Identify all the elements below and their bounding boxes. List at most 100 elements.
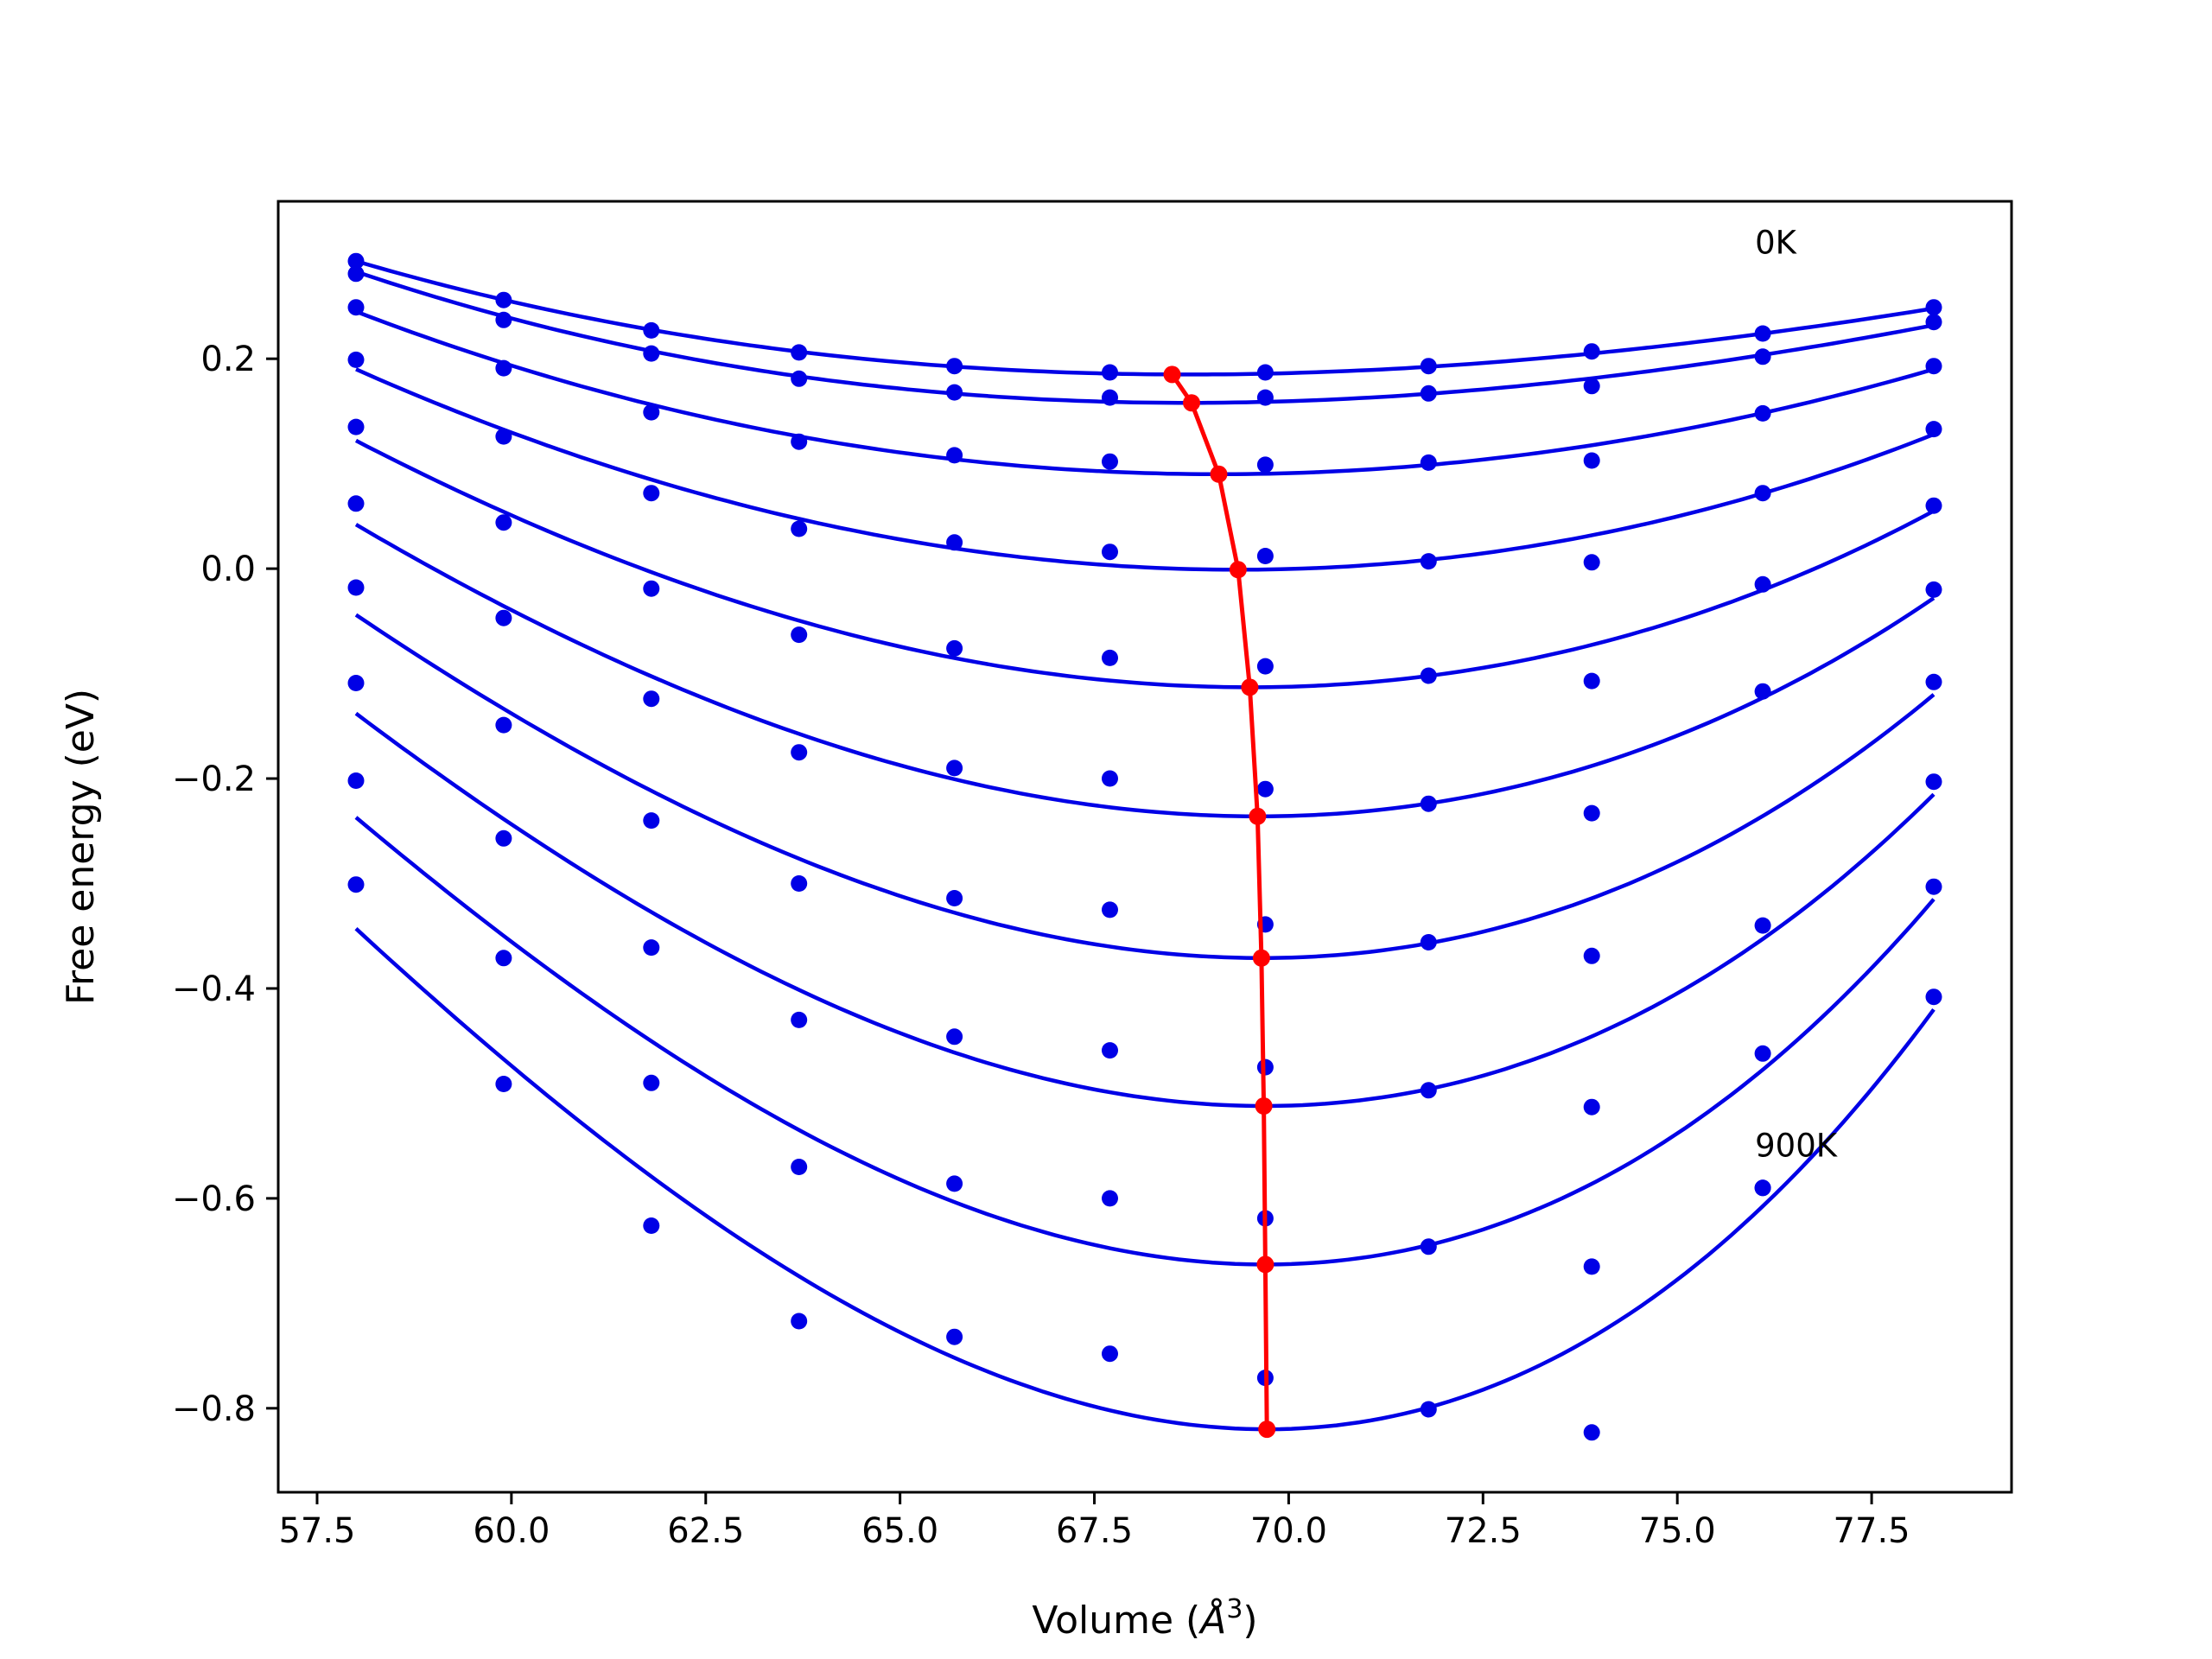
data-point <box>1583 1098 1600 1116</box>
data-point <box>1420 1082 1437 1099</box>
data-point <box>946 358 963 375</box>
data-point <box>347 299 365 316</box>
y-tick-label: 0.2 <box>200 340 256 379</box>
data-point <box>791 626 808 644</box>
data-point <box>1754 917 1771 934</box>
data-point <box>347 772 365 789</box>
data-point <box>643 404 660 421</box>
minimum-point <box>1256 1255 1274 1274</box>
y-axis: 0.2 0.0 −0.2 −0.4 −0.6 −0.8 <box>172 340 278 1429</box>
data-point <box>495 716 512 734</box>
minimum-point <box>1255 1097 1273 1115</box>
data-point <box>946 384 963 401</box>
minimum-point <box>1241 678 1259 696</box>
data-point <box>495 311 512 328</box>
data-point <box>1925 673 1942 690</box>
minimum-point <box>1229 561 1247 579</box>
data-point <box>791 1159 808 1175</box>
data-point <box>495 514 512 531</box>
data-point <box>1256 658 1274 675</box>
x-axis: 57.5 60.0 62.5 65.0 67.5 70.0 72.5 75.0 77.5 <box>278 1492 1910 1551</box>
data-point <box>1102 649 1118 666</box>
y-tick-label: −0.2 <box>172 760 256 799</box>
x-tick-label: 77.5 <box>1834 1511 1910 1551</box>
data-point <box>946 639 963 657</box>
data-point <box>1925 358 1942 375</box>
data-point <box>643 345 660 362</box>
x-tick-label: 60.0 <box>473 1511 550 1551</box>
fit-curve-2 <box>355 309 1935 477</box>
minimum-point <box>1252 949 1270 967</box>
x-tick-label: 75.0 <box>1639 1511 1716 1551</box>
data-point <box>1420 934 1437 950</box>
data-point <box>1256 389 1274 406</box>
data-point <box>347 495 365 512</box>
data-point <box>1925 988 1942 1006</box>
data-point <box>1102 364 1118 381</box>
data-point <box>1754 1045 1771 1062</box>
data-point <box>495 830 512 847</box>
data-point <box>1256 364 1274 381</box>
data-point <box>1256 456 1274 474</box>
fit-curve-8 <box>354 816 1936 1267</box>
data-point <box>946 534 963 551</box>
data-point <box>643 690 660 708</box>
data-point <box>1583 343 1600 360</box>
y-tick-label: −0.4 <box>172 969 256 1009</box>
data-point <box>1754 348 1771 365</box>
data-point <box>495 428 512 445</box>
annotation-label: 0K <box>1755 225 1798 262</box>
data-point <box>1583 554 1600 571</box>
fit-curves <box>354 259 1936 1432</box>
plot-frame <box>276 200 2013 1494</box>
data-point <box>946 1175 963 1192</box>
data-point <box>643 1217 660 1234</box>
data-point <box>1925 773 1942 791</box>
data-point <box>791 433 808 450</box>
data-point <box>1102 1042 1118 1059</box>
data-point <box>1256 548 1274 564</box>
data-point <box>1583 804 1600 822</box>
fit-curve-9 <box>354 927 1936 1432</box>
data-point <box>643 939 660 957</box>
data-point <box>347 252 365 270</box>
data-point <box>791 1313 808 1330</box>
data-point <box>1420 553 1437 570</box>
data-point <box>1583 947 1600 964</box>
data-point <box>946 447 963 464</box>
data-point <box>1102 901 1118 918</box>
data-point <box>643 812 660 830</box>
data-point <box>1102 543 1118 561</box>
data-point <box>791 1011 808 1028</box>
minimum-point <box>1249 807 1267 825</box>
data-point <box>1102 389 1118 406</box>
data-point <box>1583 1258 1600 1275</box>
minimum-point <box>1163 365 1181 384</box>
data-point <box>791 344 808 361</box>
data-point <box>495 359 512 377</box>
data-point <box>1256 780 1274 798</box>
data-point <box>347 351 365 368</box>
data-point <box>1754 1179 1771 1197</box>
data-point <box>1102 1345 1118 1363</box>
data-point <box>1754 575 1771 593</box>
data-point <box>643 485 660 502</box>
data-point <box>1754 485 1771 502</box>
data-point <box>1583 672 1600 690</box>
x-tick-label: 57.5 <box>278 1511 355 1551</box>
minimum-line-path <box>1170 372 1269 1430</box>
annotations: 0K 900K <box>1755 225 1839 1165</box>
data-point <box>495 1076 512 1092</box>
data-point <box>1754 683 1771 700</box>
data-point <box>347 579 365 596</box>
data-point <box>643 1074 660 1091</box>
fit-curve-4 <box>354 438 1936 690</box>
data-point <box>1925 299 1942 316</box>
data-point <box>1420 454 1437 471</box>
data-point <box>1420 795 1437 812</box>
data-point <box>495 609 512 626</box>
y-tick-label: 0.0 <box>200 550 256 589</box>
data-point <box>1420 1238 1437 1255</box>
data-point <box>1925 878 1942 895</box>
x-tick-label: 70.0 <box>1250 1511 1327 1551</box>
